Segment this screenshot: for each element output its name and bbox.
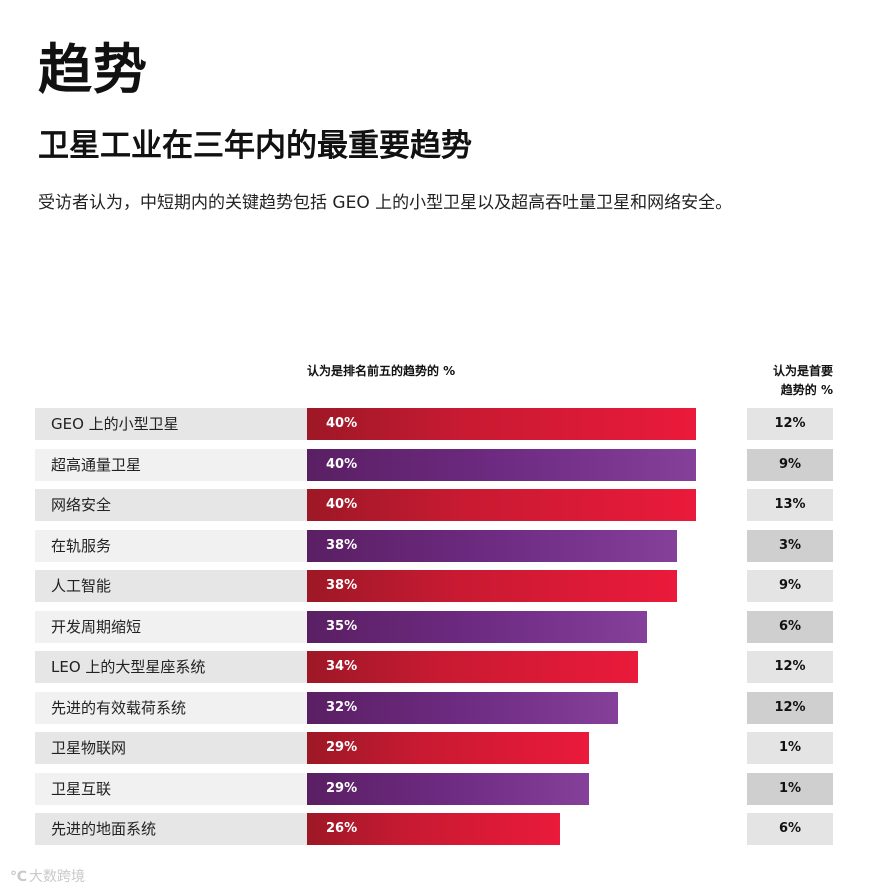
top-trend-header-line2: 趋势的 % — [780, 383, 833, 397]
bar: 29% — [307, 732, 589, 764]
bar-value-label: 40% — [326, 456, 358, 472]
bar-value-label: 29% — [326, 740, 358, 755]
watermark-logo-icon: ℃ — [10, 869, 27, 885]
bar-value-label: 26% — [326, 821, 358, 836]
section-heading: 趋势 — [38, 38, 148, 101]
chart-row: 人工智能 38% 9% — [35, 570, 835, 602]
bar-value-label: 40% — [326, 416, 358, 431]
bar-track: 40% — [307, 489, 696, 521]
top-trend-value: 12% — [747, 408, 833, 440]
category-label: 网络安全 — [35, 489, 307, 521]
chart-row: 开发周期缩短 35% 6% — [35, 610, 835, 643]
category-label: 开发周期缩短 — [35, 610, 307, 643]
bar-track: 29% — [307, 772, 696, 805]
bar-value-label: 38% — [326, 578, 358, 593]
chart-row: LEO 上的大型星座系统 34% 12% — [35, 651, 835, 683]
bar: 40% — [307, 489, 696, 521]
top-trend-value: 3% — [747, 529, 833, 562]
chart-subtitle: 受访者认为，中短期内的关键趋势包括 GEO 上的小型卫星以及超高吞吐量卫星和网络… — [38, 193, 733, 213]
bar-track: 34% — [307, 651, 696, 683]
bar-track: 38% — [307, 529, 696, 562]
bar-track: 32% — [307, 691, 696, 724]
top-trend-value: 1% — [747, 772, 833, 805]
chart-row: 卫星互联 29% 1% — [35, 772, 835, 805]
category-label: LEO 上的大型星座系统 — [35, 651, 307, 683]
bar-value-label: 38% — [326, 537, 358, 553]
chart-row: GEO 上的小型卫星 40% 12% — [35, 408, 835, 440]
bar: 32% — [307, 691, 618, 724]
bar: 34% — [307, 651, 638, 683]
bar-track: 40% — [307, 448, 696, 481]
bar: 29% — [307, 772, 589, 805]
top-trend-value: 12% — [747, 651, 833, 683]
chart-row: 在轨服务 38% 3% — [35, 529, 835, 562]
bar-chart: GEO 上的小型卫星 40% 12% 超高通量卫星 40% 9% 网络安全 40% 13% 在轨服… — [35, 408, 835, 854]
chart-row: 网络安全 40% 13% — [35, 489, 835, 521]
bar: 40% — [307, 408, 696, 440]
bar-track: 40% — [307, 408, 696, 440]
bar-value-label: 29% — [326, 780, 358, 796]
top-trend-value: 6% — [747, 813, 833, 845]
category-label: 卫星互联 — [35, 772, 307, 805]
top-trend-value: 9% — [747, 448, 833, 481]
top-trend-value: 13% — [747, 489, 833, 521]
category-label: 超高通量卫星 — [35, 448, 307, 481]
bar-track: 35% — [307, 610, 696, 643]
chart-title: 卫星工业在三年内的最重要趋势 — [38, 128, 472, 164]
category-label: GEO 上的小型卫星 — [35, 408, 307, 440]
chart-row: 先进的有效载荷系统 32% 12% — [35, 691, 835, 724]
bar-track: 29% — [307, 732, 696, 764]
bar-value-label: 40% — [326, 497, 358, 512]
watermark: ℃ 大数跨境 — [10, 866, 85, 886]
bar-value-label: 34% — [326, 659, 358, 674]
top-trend-header-line1: 认为是首要 — [772, 364, 833, 378]
top-trend-value: 6% — [747, 610, 833, 643]
top-five-column-header: 认为是排名前五的趋势的 % — [307, 364, 456, 378]
top-trend-value: 12% — [747, 691, 833, 724]
bar: 38% — [307, 529, 677, 562]
bar-track: 26% — [307, 813, 696, 845]
category-label: 人工智能 — [35, 570, 307, 602]
chart-row: 超高通量卫星 40% 9% — [35, 448, 835, 481]
bar: 35% — [307, 610, 647, 643]
category-label: 卫星物联网 — [35, 732, 307, 764]
category-label: 在轨服务 — [35, 529, 307, 562]
bar: 26% — [307, 813, 560, 845]
category-label: 先进的有效载荷系统 — [35, 691, 307, 724]
chart-row: 先进的地面系统 26% 6% — [35, 813, 835, 845]
category-label: 先进的地面系统 — [35, 813, 307, 845]
bar: 38% — [307, 570, 677, 602]
chart-row: 卫星物联网 29% 1% — [35, 732, 835, 764]
watermark-text: 大数跨境 — [28, 869, 85, 885]
bar-value-label: 35% — [326, 618, 358, 634]
top-trend-value: 9% — [747, 570, 833, 602]
bar-value-label: 32% — [326, 699, 358, 715]
top-trend-column-header: 认为是首要 趋势的 % — [740, 362, 833, 400]
bar: 40% — [307, 448, 696, 481]
bar-track: 38% — [307, 570, 696, 602]
top-trend-value: 1% — [747, 732, 833, 764]
